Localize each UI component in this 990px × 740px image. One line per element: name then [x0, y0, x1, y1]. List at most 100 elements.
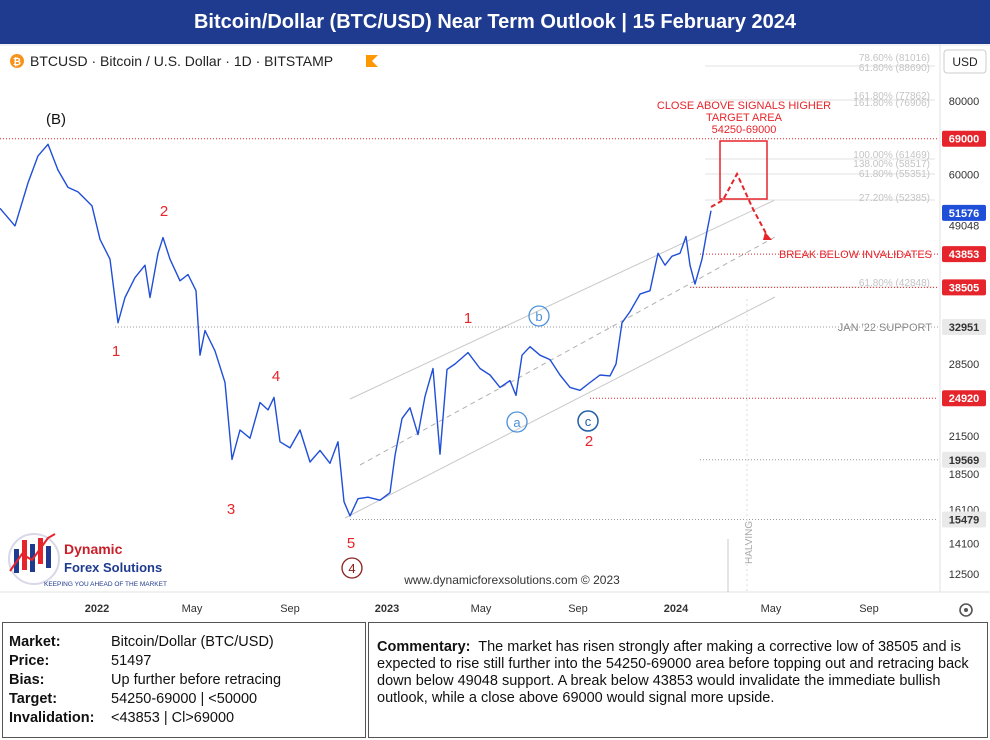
- commentary-text: The market has risen strongly after maki…: [377, 639, 969, 706]
- wave-label: b: [535, 309, 542, 324]
- price-tag-label: 69000: [949, 134, 980, 146]
- fib-label: 61.80% (88690): [859, 63, 930, 74]
- wave-circle: [341, 557, 363, 579]
- brand-name-2: Forex Solutions: [64, 560, 162, 575]
- y-tick-label: 60000: [949, 169, 980, 181]
- invalidation-value: <43853 | Cl>69000: [111, 710, 235, 726]
- projection-path: [710, 171, 770, 240]
- fib-label: 27.20% (52385): [859, 193, 930, 204]
- wave-label-b: (B): [46, 111, 66, 128]
- wave-label: 4: [272, 368, 280, 385]
- invalidation-label: Invalidation:: [9, 710, 95, 726]
- y-tick-label: 49048: [949, 221, 980, 233]
- price-chart[interactable]: ₿ BTCUSD · Bitcoin / U.S. Dollar · 1D · …: [0, 44, 990, 622]
- time-axis[interactable]: 2022 May Sep 2023 May Sep 2024 May Sep: [85, 603, 879, 615]
- wave-label: c: [585, 414, 592, 429]
- x-tick-label: 2023: [375, 603, 399, 615]
- info-row-market: Market: Bitcoin/Dollar (BTC/USD): [9, 633, 359, 652]
- target-box: [719, 140, 768, 200]
- bitcoin-icon: [10, 54, 24, 68]
- currency-button[interactable]: [943, 49, 987, 74]
- fib-label: 100.00% (61469): [853, 150, 930, 161]
- market-value: Bitcoin/Dollar (BTC/USD): [111, 634, 274, 650]
- wave-labels: (B) 1 2 3 4 5 4 1 2 a b c: [46, 111, 599, 579]
- price-tag: [942, 130, 986, 147]
- currency-button-label: USD: [952, 55, 978, 69]
- info-row-price: Price: 51497: [9, 652, 359, 671]
- price-tag: [942, 511, 986, 528]
- y-tick-label: 21500: [949, 431, 980, 443]
- target-label: Target:: [9, 691, 58, 707]
- price-tag-label: 43853: [949, 249, 980, 261]
- brand-tagline: KEEPING YOU AHEAD OF THE MARKET: [44, 581, 167, 588]
- commentary-panel: Commentary: The market has risen strongl…: [368, 622, 988, 738]
- annotation-line: CLOSE ABOVE SIGNALS HIGHER: [657, 100, 831, 112]
- bitcoin-icon-glyph: ₿: [13, 56, 21, 68]
- x-tick-label: Sep: [280, 603, 300, 615]
- x-tick-label: 2022: [85, 603, 109, 615]
- channel-lower-line: [344, 296, 776, 519]
- wave-label: 4: [348, 561, 355, 576]
- settings-gear-icon[interactable]: [959, 603, 973, 617]
- info-row-bias: Bias: Up further before retracing: [9, 671, 359, 690]
- support-label: JAN '22 SUPPORT: [838, 322, 932, 334]
- wave-label: 3: [227, 501, 235, 518]
- price-tag: [942, 319, 986, 336]
- wave-circle: [528, 305, 550, 327]
- info-row-target: Target: 54250-69000 | <50000: [9, 690, 359, 709]
- fib-label: 161.80% (77862): [853, 91, 930, 102]
- x-tick-label: 2024: [664, 603, 689, 615]
- bias-label: Bias:: [9, 672, 45, 688]
- target-annotation: CLOSE ABOVE SIGNALS HIGHER TARGET AREA 5…: [657, 100, 831, 136]
- price-value: 51497: [111, 653, 152, 669]
- wave-label: 2: [585, 433, 593, 450]
- wave-circle: [506, 411, 528, 433]
- halving-label: HALVING: [744, 521, 755, 564]
- price-tag-label: 51576: [949, 208, 980, 220]
- channel-mid-line: [359, 236, 776, 466]
- symbol-header: BTCUSD · Bitcoin / U.S. Dollar · 1D · BI…: [30, 53, 333, 69]
- wave-label: a: [513, 415, 521, 430]
- fib-label: 161.80% (76906): [853, 98, 930, 109]
- info-row-invalidation: Invalidation: <43853 | Cl>69000: [9, 709, 359, 728]
- fib-label: 138.00% (58517): [853, 159, 930, 170]
- fib-label: 61.80% (42848): [859, 278, 930, 289]
- x-tick-label: May: [761, 603, 782, 615]
- price-tag: [942, 279, 986, 296]
- chart-background: [0, 44, 990, 622]
- brand-name-1: Dynamic: [64, 541, 123, 557]
- y-tick-label: 14100: [949, 538, 980, 550]
- price-line: [0, 143, 712, 517]
- price-label: Price:: [9, 653, 50, 669]
- price-tag: [942, 246, 986, 263]
- price-tag: [942, 204, 986, 221]
- levels: [0, 138, 938, 521]
- wave-label: 2: [160, 203, 168, 220]
- fib-label: 78.60% (81016): [859, 53, 930, 64]
- wave-label: 1: [464, 310, 472, 327]
- flag-icon[interactable]: [366, 55, 378, 67]
- chart-title: Bitcoin/Dollar (BTC/USD) Near Term Outlo…: [0, 0, 990, 44]
- info-panel: Market: Bitcoin/Dollar (BTC/USD) Price: …: [2, 622, 366, 738]
- y-tick-label: 80000: [949, 96, 980, 108]
- x-tick-label: Sep: [568, 603, 588, 615]
- price-tag: [942, 451, 986, 468]
- watermark: www.dynamicforexsolutions.com © 2023: [403, 573, 620, 587]
- x-tick-label: May: [471, 603, 492, 615]
- annotation-line: TARGET AREA: [706, 112, 783, 124]
- logo-ring-icon: [8, 533, 60, 585]
- brand-logo: Dynamic Forex Solutions KEEPING YOU AHEA…: [8, 533, 167, 588]
- price-tag-label: 24920: [949, 393, 980, 405]
- price-axis[interactable]: 8000060000490482850021500185001610014100…: [942, 96, 986, 581]
- y-tick-label: 12500: [949, 569, 980, 581]
- projection-arrow-icon: [763, 232, 772, 240]
- x-tick-label: May: [182, 603, 203, 615]
- wave-label: 5: [347, 535, 355, 552]
- fib-label: 61.80% (55351): [859, 169, 930, 180]
- channel-upper-line: [349, 199, 776, 400]
- wave-label: 1: [112, 343, 120, 360]
- fib-labels: 78.60% (81016) 61.80% (88690) 161.80% (7…: [853, 53, 930, 289]
- price-tag-label: 38505: [949, 282, 980, 294]
- invalidation-label: BREAK BELOW INVALIDATES: [779, 249, 932, 261]
- x-tick-label: Sep: [859, 603, 879, 615]
